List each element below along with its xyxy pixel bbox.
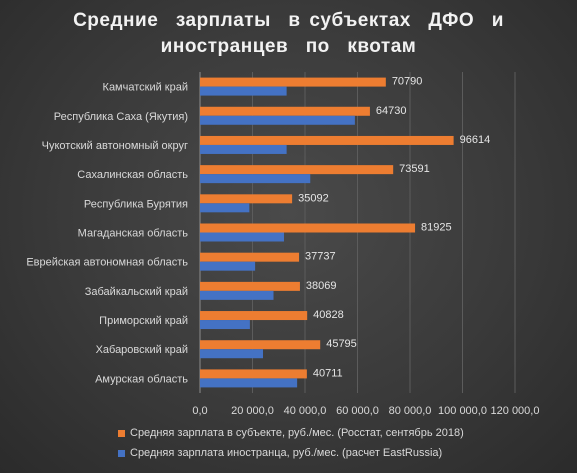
bar-series-1	[200, 281, 300, 291]
bar-series-2	[200, 86, 287, 96]
bar-series-1	[200, 194, 293, 204]
data-label-series-1: 40828	[313, 309, 344, 321]
bar-series-2	[200, 174, 311, 184]
category-label: Приморский край	[99, 315, 188, 327]
category-label: Камчатский край	[103, 82, 188, 94]
chart-title-line-1: Средние зарплаты в субъектах ДФО и	[73, 10, 504, 31]
bar-series-1	[200, 340, 321, 350]
legend-item-series-2: Средняя зарплата иностранца, руб./мес. (…	[118, 443, 464, 463]
bar-series-2	[200, 320, 250, 330]
x-tick-label-5: 100 000,0	[438, 405, 487, 417]
bar-series-1	[200, 106, 370, 116]
data-label-series-1: 37737	[305, 251, 336, 263]
x-tick-label-4: 80 000,0	[389, 405, 432, 417]
bar-series-1	[200, 165, 394, 175]
data-label-series-1: 35092	[298, 192, 329, 204]
data-label-series-1: 40711	[313, 367, 343, 379]
data-label-series-1: 96614	[460, 134, 491, 146]
x-tick-label-2: 40 000,0	[284, 405, 327, 417]
data-label-series-1: 70790	[392, 76, 423, 88]
x-tick-label-3: 60 000,0	[336, 405, 379, 417]
x-tick-label-1: 20 000,0	[231, 405, 274, 417]
category-label: Забайкальский край	[85, 286, 188, 298]
bar-series-1	[200, 252, 300, 262]
bar-series-2	[200, 115, 355, 125]
category-label: Чукотский автономный округ	[42, 140, 188, 152]
category-label: Амурская область	[95, 373, 188, 385]
bar-series-2	[200, 203, 250, 213]
bar-series-2	[200, 232, 284, 242]
legend-label-series-2: Средняя зарплата иностранца, руб./мес. (…	[130, 447, 443, 459]
bar-series-1	[200, 135, 454, 145]
data-label-series-1: 73591	[399, 163, 430, 175]
category-label: Сахалинская область	[77, 169, 188, 181]
legend-swatch-series-1	[118, 429, 125, 437]
bar-series-2	[200, 290, 274, 300]
x-tick-label-0: 0,0	[192, 405, 207, 417]
bar-series-1	[200, 77, 386, 87]
x-tick-label-6: 120 000,0	[491, 405, 540, 417]
bar-series-2	[200, 261, 256, 271]
data-label-series-1: 45795	[326, 338, 357, 350]
bar-series-2	[200, 378, 298, 388]
category-label: Магаданская область	[78, 228, 189, 240]
bar-series-1	[200, 223, 416, 233]
bar-series-1	[200, 369, 307, 379]
chart-title: Средние зарплаты в субъектах ДФО и иност…	[0, 8, 577, 60]
chart-title-line-2: иностранцев по квотам	[160, 36, 417, 57]
category-label: Хабаровский край	[96, 344, 188, 356]
category-label: Республика Саха (Якутия)	[54, 111, 188, 123]
legend: Средняя зарплата в субъекте, руб./мес. (…	[118, 423, 464, 463]
legend-item-series-1: Средняя зарплата в субъекте, руб./мес. (…	[118, 423, 464, 443]
bar-series-1	[200, 311, 308, 321]
data-label-series-1: 81925	[421, 222, 452, 234]
legend-swatch-series-2	[118, 449, 125, 457]
bar-series-2	[200, 144, 287, 154]
legend-label-series-1: Средняя зарплата в субъекте, руб./мес. (…	[130, 427, 464, 439]
category-label: Еврейская автономная область	[26, 257, 188, 269]
category-label: Республика Бурятия	[84, 198, 188, 210]
bar-series-2	[200, 349, 263, 359]
data-label-series-1: 38069	[306, 280, 337, 292]
data-label-series-1: 64730	[376, 105, 407, 117]
